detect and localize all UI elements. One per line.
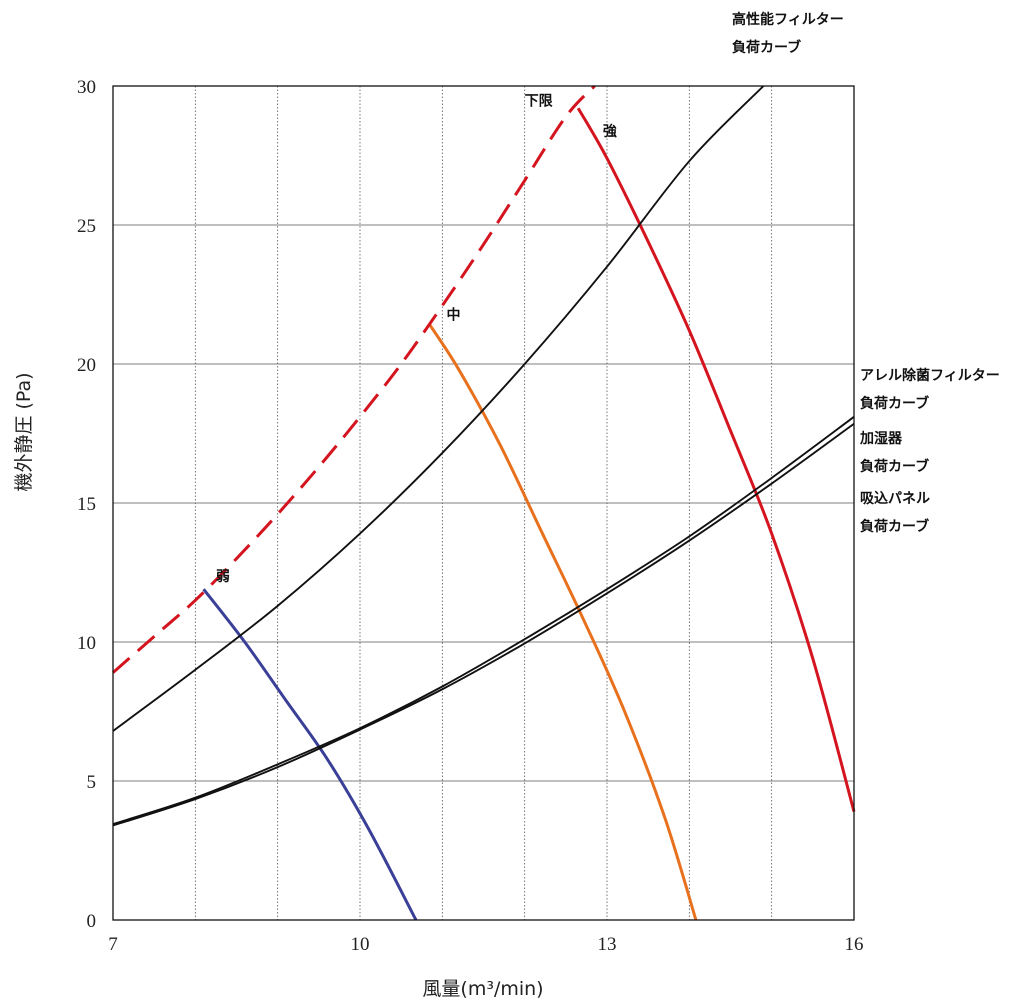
- label-lower-limit: 下限: [525, 93, 553, 109]
- label-humidifier-line2: 負荷カーブ: [860, 458, 929, 475]
- allergen-filter-load-curve: [112, 416, 855, 825]
- fan-strong-line: [576, 107, 856, 812]
- fan-weak-line: [202, 588, 418, 921]
- label-hepa-filter-line1: 高性能フィルター: [732, 11, 844, 28]
- hepa-filter-load-curve: [112, 85, 765, 732]
- grid: [113, 86, 854, 920]
- label-intake-panel-line1: 吸込パネル: [860, 490, 930, 507]
- label-humidifier-line1: 加湿器: [859, 431, 903, 447]
- plot-frame: [112, 85, 855, 921]
- lower-limit-line: [112, 84, 596, 674]
- y-tick-25: 25: [77, 216, 96, 237]
- x-tick-10: 10: [351, 934, 370, 955]
- y-tick-20: 20: [77, 355, 96, 376]
- y-tick-15: 15: [77, 494, 96, 515]
- y-tick-30: 30: [77, 77, 96, 98]
- y-axis-title: 機外静圧 (Pa): [13, 372, 35, 491]
- label-allergen-filter-line2: 負荷カーブ: [860, 395, 929, 412]
- x-axis-title: 風量(m³/min): [422, 978, 543, 1000]
- x-tick-16: 16: [845, 934, 864, 955]
- fan-medium-line: [428, 324, 698, 921]
- humidifier-load-curve: [112, 423, 855, 827]
- right-labels: 高性能フィルター負荷カーブアレル除菌フィルター負荷カーブ加湿器負荷カーブ吸込パネ…: [732, 11, 1000, 535]
- curves: [112, 84, 856, 921]
- label-medium: 中: [446, 307, 460, 324]
- x-tick-13: 13: [598, 934, 617, 955]
- label-allergen-filter-line1: アレル除菌フィルター: [860, 367, 1000, 384]
- y-tick-5: 5: [87, 772, 97, 793]
- label-intake-panel-line2: 負荷カーブ: [860, 518, 929, 535]
- y-tick-0: 0: [87, 911, 97, 932]
- x-tick-7: 7: [108, 934, 118, 955]
- tick-labels: 7 10 13 16 0 5 10 15 20 25 30: [77, 77, 864, 955]
- label-hepa-filter-line2: 負荷カーブ: [732, 39, 801, 56]
- label-weak: 弱: [216, 569, 230, 585]
- y-tick-10: 10: [77, 633, 96, 654]
- annotations: 弱 中 下限強: [216, 93, 617, 584]
- label-strong: 強: [603, 123, 617, 140]
